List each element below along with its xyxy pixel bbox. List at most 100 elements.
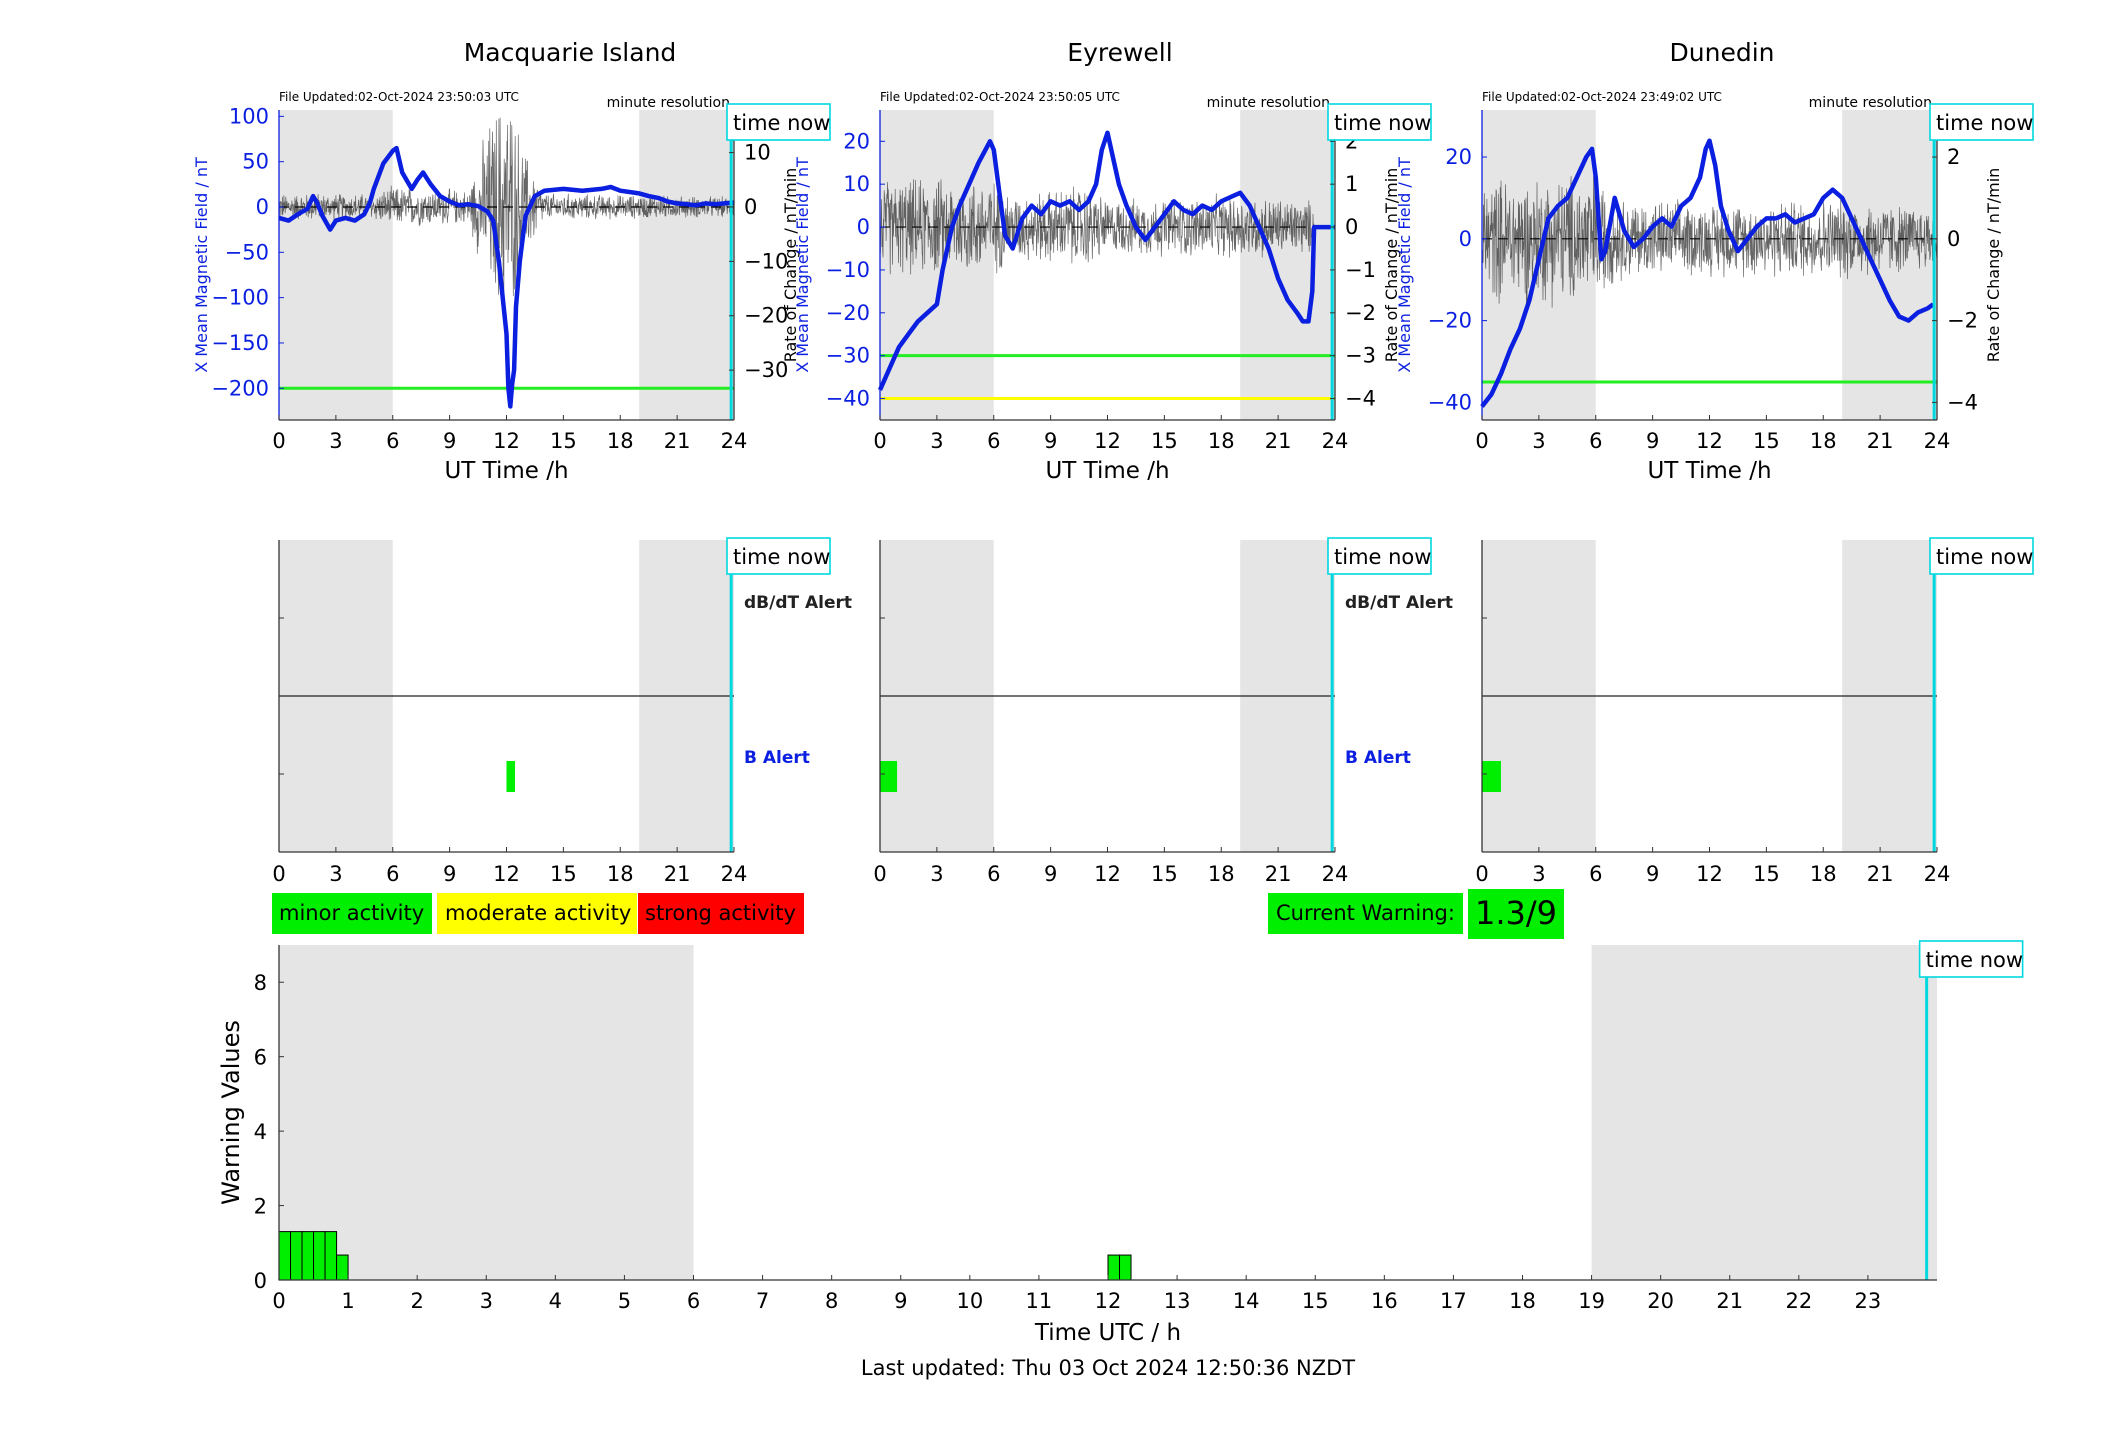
time-now-label: time now xyxy=(733,545,830,569)
x-tick-label: 9 xyxy=(1044,862,1057,886)
station-title-macquarie: Macquarie Island xyxy=(464,38,677,67)
station-title-dunedin: Dunedin xyxy=(1670,38,1775,67)
y2-axis-title: Rate of Change / nT/min xyxy=(781,168,800,363)
x-tick-label: 4 xyxy=(549,1289,562,1313)
x-tick-label: 6 xyxy=(1589,862,1602,886)
b-alert-label: B Alert xyxy=(1345,748,1411,768)
time-now-label: time now xyxy=(1936,545,2033,569)
x-tick-label: 0 xyxy=(1475,429,1488,453)
current-warning-label: Current Warning: xyxy=(1276,901,1455,925)
warning-bar xyxy=(324,1231,338,1281)
y-tick-label: 6 xyxy=(254,1046,267,1070)
x-tick-label: 3 xyxy=(1532,862,1545,886)
x-tick-label: 21 xyxy=(664,862,691,886)
x-tick-label: 24 xyxy=(1924,429,1951,453)
y-tick-label: −20 xyxy=(1428,309,1472,333)
x-tick-label: 12 xyxy=(1696,862,1723,886)
x-tick-label: 3 xyxy=(1532,429,1545,453)
x-tick-label: 10 xyxy=(956,1289,983,1313)
x-tick-label: 12 xyxy=(493,862,520,886)
night-shade xyxy=(880,110,994,420)
time-now-label: time now xyxy=(1936,111,2033,135)
x-tick-label: 0 xyxy=(1475,862,1488,886)
x-tick-label: 14 xyxy=(1233,1289,1260,1313)
y-axis-title: Warning Values xyxy=(217,1020,245,1205)
magnetometer-chart-0: 0 3 6 9 12 15 18 21 24100500−50−100−150−200100−1… xyxy=(192,103,831,484)
y2-tick-label: −2 xyxy=(1345,301,1376,325)
x-axis-title: UT Time /h xyxy=(1647,458,1771,484)
time-now-box xyxy=(726,537,831,575)
time-now-box xyxy=(1929,103,2034,141)
rate-of-change-series xyxy=(278,117,735,312)
x-tick-label: 8 xyxy=(825,1289,838,1313)
magnetic-field-series xyxy=(877,130,1335,391)
file-updated-eyrewell: File Updated:02-Oct-2024 23:50:05 UTC xyxy=(880,90,1120,104)
y-tick-label: 0 xyxy=(254,1269,267,1293)
x-tick-label: 9 xyxy=(894,1289,907,1313)
warning-bar xyxy=(301,1231,315,1281)
x-tick-label: 0 xyxy=(873,862,886,886)
x-tick-label: 7 xyxy=(756,1289,769,1313)
x-tick-label: 6 xyxy=(687,1289,700,1313)
y-tick-label: 0 xyxy=(857,215,870,239)
y2-tick-label: 0 xyxy=(744,195,757,219)
warning-bar xyxy=(1107,1254,1121,1281)
x-tick-label: 24 xyxy=(721,862,748,886)
x-tick-label: 17 xyxy=(1440,1289,1467,1313)
x-tick-label: 1 xyxy=(341,1289,354,1313)
warning-bar xyxy=(336,1254,349,1281)
night-shade xyxy=(1240,110,1335,420)
x-tick-label: 3 xyxy=(930,429,943,453)
night-shade xyxy=(1842,110,1937,420)
x-tick-label: 12 xyxy=(1696,429,1723,453)
resolution-label-dunedin: minute resolution xyxy=(1809,95,1932,111)
file-updated-dunedin: File Updated:02-Oct-2024 23:49:02 UTC xyxy=(1482,90,1722,104)
x-tick-label: 13 xyxy=(1164,1289,1191,1313)
x-tick-label: 3 xyxy=(480,1289,493,1313)
x-tick-label: 9 xyxy=(1646,429,1659,453)
time-now-box xyxy=(1929,537,2034,575)
warning-bar xyxy=(313,1231,326,1281)
x-tick-label: 5 xyxy=(618,1289,631,1313)
magnetic-field-series xyxy=(278,145,735,409)
b-alert-bar xyxy=(506,761,516,792)
time-now-label: time now xyxy=(1334,111,1431,135)
y-tick-label: 50 xyxy=(242,150,269,174)
y2-tick-label: −4 xyxy=(1345,387,1376,411)
y-axis-title: X Mean Magnetic Field / nT xyxy=(192,157,211,373)
x-tick-label: 0 xyxy=(272,429,285,453)
x-tick-label: 24 xyxy=(1322,862,1349,886)
y-tick-label: 100 xyxy=(229,104,269,128)
x-tick-label: 19 xyxy=(1578,1289,1605,1313)
time-now-label: time now xyxy=(1926,948,2023,972)
x-tick-label: 15 xyxy=(550,429,577,453)
x-tick-label: 6 xyxy=(987,862,1000,886)
time-now-box xyxy=(726,103,831,141)
x-tick-label: 0 xyxy=(272,862,285,886)
x-tick-label: 9 xyxy=(443,429,456,453)
x-axis-title: UT Time /h xyxy=(444,458,568,484)
legend-strong-label: strong activity xyxy=(645,901,796,925)
x-tick-label: 12 xyxy=(1094,862,1121,886)
x-tick-label: 18 xyxy=(1509,1289,1536,1313)
x-tick-label: 2 xyxy=(410,1289,423,1313)
warning-bar xyxy=(290,1231,303,1281)
legend-strong-swatch xyxy=(638,893,804,934)
x-tick-label: 21 xyxy=(1867,862,1894,886)
x-tick-label: 18 xyxy=(1810,429,1837,453)
y2-axis-title: Rate of Change / nT/min xyxy=(1984,168,2003,363)
x-tick-label: 21 xyxy=(1716,1289,1743,1313)
warning-values-chart: 0 1 2 3 4 5 6 7 8 9 10 11 12 13 14 15 16 17 18 19 20 21 22 2302… xyxy=(217,940,2024,1346)
y-tick-label: −30 xyxy=(826,344,870,368)
magnetic-field-series xyxy=(1480,138,1935,408)
y-tick-label: 4 xyxy=(254,1120,267,1144)
y2-axis-title: Rate of Change / nT/min xyxy=(1382,168,1401,363)
x-tick-label: 20 xyxy=(1647,1289,1674,1313)
x-tick-label: 15 xyxy=(1753,862,1780,886)
x-tick-label: 11 xyxy=(1026,1289,1053,1313)
current-warning-value: 1.3/9 xyxy=(1475,894,1557,932)
night-shade xyxy=(279,110,393,420)
y2-tick-label: −20 xyxy=(744,304,788,328)
